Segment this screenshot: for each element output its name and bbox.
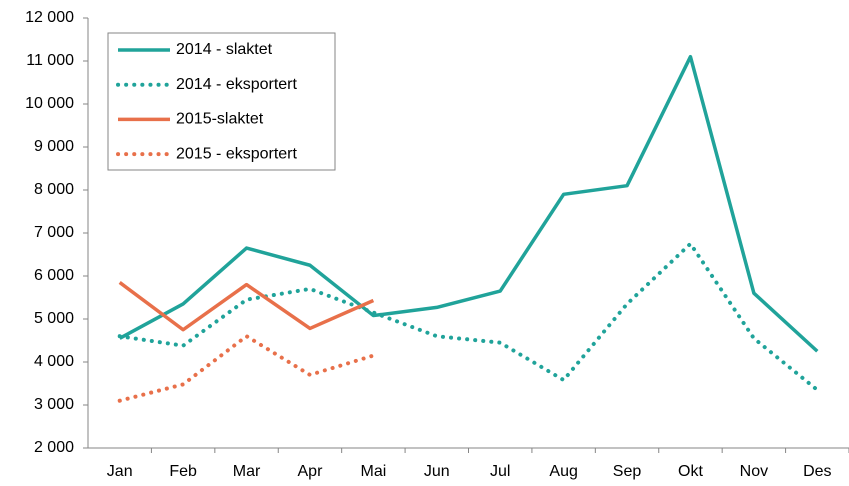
- x-tick-label: Sep: [613, 463, 642, 480]
- y-tick-label: 11 000: [26, 52, 74, 69]
- series-line: [118, 54, 819, 353]
- series-line: [117, 333, 376, 403]
- x-tick-label: Jun: [424, 463, 450, 480]
- series-line: [117, 240, 820, 392]
- x-tick-label: Des: [803, 463, 831, 480]
- x-tick-label: Okt: [678, 463, 703, 480]
- y-tick-label: 12 000: [25, 9, 74, 26]
- y-tick-label: 7 000: [34, 224, 74, 241]
- legend-label: 2015 - eksportert: [176, 145, 298, 162]
- x-tick-label: Nov: [740, 463, 768, 480]
- y-tick-label: 6 000: [34, 267, 74, 284]
- series-line: [118, 281, 375, 332]
- y-tick-label: 8 000: [34, 181, 74, 198]
- y-tick-label: 9 000: [34, 138, 74, 155]
- x-tick-label: Jul: [490, 463, 510, 480]
- x-tick-label: Mar: [233, 463, 261, 480]
- y-tick-label: 2 000: [34, 439, 74, 456]
- x-tick-label: Jan: [107, 463, 133, 480]
- y-tick-label: 3 000: [34, 396, 74, 413]
- x-tick-label: Feb: [169, 463, 197, 480]
- legend-box: [107, 32, 336, 171]
- y-tick-label: 4 000: [34, 353, 74, 370]
- y-tick-label: 5 000: [34, 310, 74, 327]
- legend-label: 2014 - slaktet: [176, 41, 273, 58]
- x-tick-label: Aug: [549, 463, 577, 480]
- x-tick-label: Mai: [360, 463, 386, 480]
- legend-label: 2014 - eksportert: [176, 76, 298, 93]
- legend-label: 2015-slaktet: [176, 111, 264, 128]
- y-tick-label: 10 000: [25, 95, 74, 112]
- x-tick-label: Apr: [298, 463, 324, 480]
